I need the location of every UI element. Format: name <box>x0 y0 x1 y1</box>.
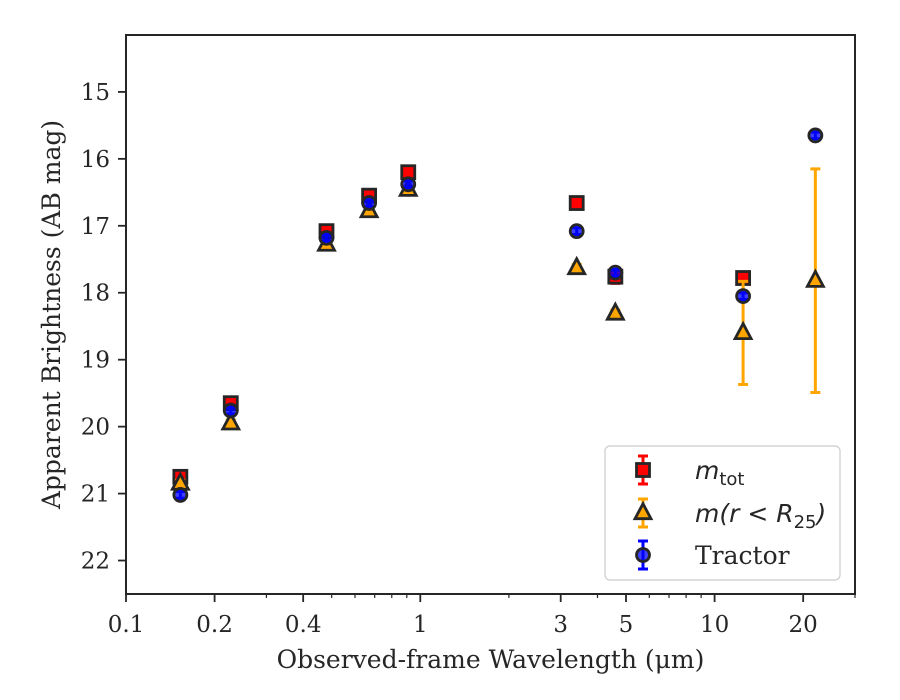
legend-label-base: m <box>695 499 719 528</box>
data-point <box>732 320 754 341</box>
legend-label-subscript: tot <box>719 469 744 490</box>
legend-label: Tractor <box>695 541 790 570</box>
data-point <box>361 195 378 211</box>
legend-label-paren: (r < R <box>719 499 793 528</box>
data-point <box>607 264 624 281</box>
legend-label-subscript: 25 <box>794 512 817 533</box>
x-tick-label: 1 <box>413 612 428 638</box>
data-point <box>568 223 585 240</box>
data-point <box>807 127 824 144</box>
series-circle <box>172 127 824 503</box>
legend-label: m(r < R25) <box>695 499 826 533</box>
x-tick-label: 5 <box>619 612 634 638</box>
y-tick-label: 20 <box>81 415 110 441</box>
data-point <box>220 411 242 431</box>
legend-marker <box>635 462 651 478</box>
x-tick-label: 0.1 <box>108 612 145 638</box>
data-point <box>605 301 626 321</box>
y-tick-label: 22 <box>81 549 110 575</box>
y-tick-label: 19 <box>81 348 110 374</box>
data-point <box>318 229 335 246</box>
plot-frame <box>125 34 856 595</box>
x-tick-label: 3 <box>553 612 568 638</box>
y-tick-label: 17 <box>81 214 110 240</box>
data-point <box>172 487 189 503</box>
x-tick-label: 10 <box>700 612 729 638</box>
x-tick-label: 20 <box>789 612 818 638</box>
x-tick-label: 0.2 <box>196 612 233 638</box>
y-tick-label: 15 <box>81 80 110 106</box>
axis-tick-labels: 0.1 0.2 0.4 1 3 5 10 20 15 16 17 18 19 20 21 22 <box>81 80 818 638</box>
data-point <box>805 268 826 288</box>
x-tick-label: 0.4 <box>285 612 322 638</box>
y-axis-label: Apparent Brightness (AB mag) <box>37 120 66 510</box>
legend-marker <box>632 500 654 521</box>
legend-marker <box>635 547 651 563</box>
y-tick-label: 21 <box>81 482 110 508</box>
data-point <box>222 402 239 419</box>
legend-box <box>604 445 841 581</box>
plot-marks <box>170 127 826 503</box>
y-tick-label: 18 <box>81 281 110 307</box>
legend-label-base: m <box>695 456 719 485</box>
x-axis-label: Observed-frame Wavelength (μm) <box>277 645 705 674</box>
legend-label: mtot <box>695 456 745 490</box>
data-point <box>568 195 585 211</box>
data-point <box>400 176 417 193</box>
data-point <box>735 288 752 304</box>
y-tick-label: 16 <box>81 147 110 173</box>
data-point <box>566 255 588 276</box>
legend-label-close: ) <box>815 499 827 528</box>
